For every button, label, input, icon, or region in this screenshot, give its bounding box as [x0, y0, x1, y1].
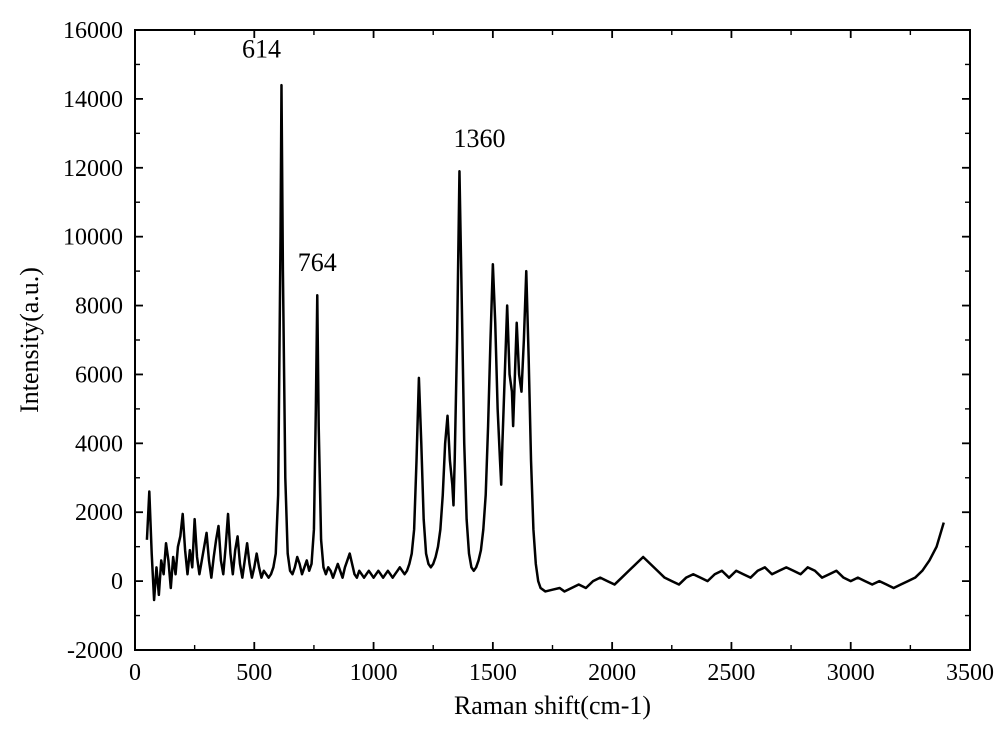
x-axis-label: Raman shift(cm-1): [454, 691, 651, 720]
y-tick-label: 4000: [75, 431, 123, 457]
y-tick-label: 14000: [63, 87, 123, 113]
chart-svg: 0500100015002000250030003500-20000200040…: [0, 0, 1000, 739]
y-tick-label: 12000: [63, 156, 123, 182]
x-tick-label: 1000: [350, 660, 398, 686]
x-tick-label: 500: [236, 660, 272, 686]
y-tick-label: 2000: [75, 500, 123, 526]
x-tick-label: 0: [129, 660, 141, 686]
peak-label: 764: [298, 248, 337, 277]
x-tick-label: 2500: [707, 660, 755, 686]
x-tick-label: 2000: [588, 660, 636, 686]
peak-label: 1360: [453, 124, 505, 153]
plot-frame: [135, 30, 970, 650]
y-axis-label: Intensity(a.u.): [15, 267, 44, 413]
raman-spectrum-chart: 0500100015002000250030003500-20000200040…: [0, 0, 1000, 739]
y-tick-label: 6000: [75, 362, 123, 388]
y-tick-label: 8000: [75, 294, 123, 320]
x-tick-label: 3500: [946, 660, 994, 686]
peak-label: 614: [242, 35, 281, 64]
y-tick-label: 10000: [63, 225, 123, 251]
x-tick-label: 3000: [827, 660, 875, 686]
x-tick-label: 1500: [469, 660, 517, 686]
y-tick-label: -2000: [67, 638, 123, 664]
y-tick-label: 0: [111, 569, 123, 595]
spectrum-line: [147, 85, 944, 600]
y-tick-label: 16000: [63, 18, 123, 44]
